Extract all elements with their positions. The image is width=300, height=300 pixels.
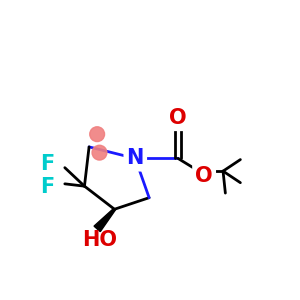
Text: F: F (40, 154, 55, 174)
Polygon shape (94, 208, 115, 232)
Text: O: O (195, 166, 213, 186)
Text: F: F (40, 177, 55, 197)
Circle shape (92, 145, 107, 160)
Text: O: O (169, 108, 187, 128)
Text: HO: HO (82, 230, 117, 250)
Circle shape (90, 127, 104, 142)
Text: N: N (127, 148, 144, 168)
